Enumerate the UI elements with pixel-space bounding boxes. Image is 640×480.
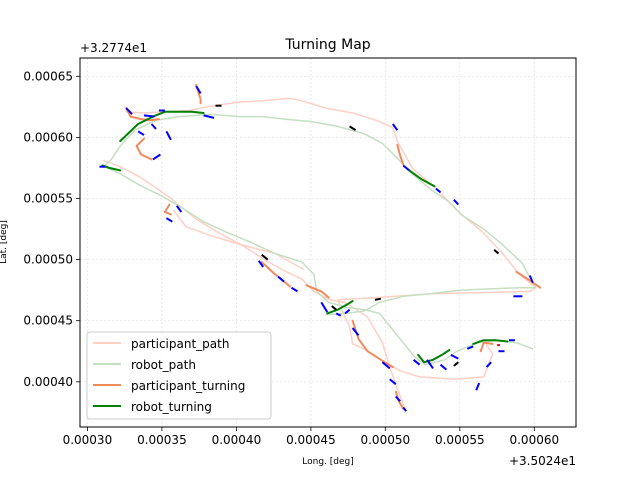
turn-marker xyxy=(395,395,401,402)
x-axis-ticks: 0.00030 0.00035 0.00040 0.00045 0.00050 0.000… xyxy=(63,427,559,447)
y-axis-label: Lat. [deg] xyxy=(0,220,9,264)
y-tick-label: 0.00045 xyxy=(23,314,73,328)
turn-marker xyxy=(453,199,460,206)
legend-items: participant_path robot_path participant_tu… xyxy=(93,337,245,414)
series-robot-path-line xyxy=(103,113,537,316)
turn-marker xyxy=(320,301,329,313)
turn-marker xyxy=(466,345,474,350)
turn-marker xyxy=(152,153,161,161)
turn-marker xyxy=(485,361,492,368)
y-tick-label: 0.00050 xyxy=(23,253,73,267)
axes-frame xyxy=(79,57,577,428)
x-tick-label: 0.00030 xyxy=(63,433,113,447)
turn-marker xyxy=(335,312,342,317)
legend-label: participant_path xyxy=(131,337,229,351)
turn-marker xyxy=(195,85,202,94)
series-participant-turning-line xyxy=(163,203,172,216)
y-tick-label: 0.00065 xyxy=(23,69,73,83)
y-offset-label: +3.2774e1 xyxy=(80,41,147,55)
legend-label: robot_turning xyxy=(131,400,212,414)
turn-marker xyxy=(137,130,145,136)
x-tick-label: 0.00050 xyxy=(360,433,410,447)
series-participant-turning-line xyxy=(125,107,160,122)
series-participant-turning-line xyxy=(305,284,330,299)
turn-marker xyxy=(439,363,448,371)
series-participant-turning-line xyxy=(515,270,542,289)
x-tick-label: 0.00040 xyxy=(212,433,262,447)
turn-marker xyxy=(165,130,172,141)
turn-marker xyxy=(349,125,357,131)
series-participant-turning-line xyxy=(396,143,405,166)
turn-marker xyxy=(453,361,459,367)
turn-marker xyxy=(143,114,155,118)
turn-marker xyxy=(374,297,382,301)
x-tick-label: 0.00055 xyxy=(435,433,485,447)
x-offset-label: +3.5024e1 xyxy=(509,454,576,468)
turn-marker xyxy=(435,187,442,194)
turn-marker xyxy=(261,253,269,261)
legend-box xyxy=(86,331,272,420)
legend: participant_path robot_path participant_tu… xyxy=(86,331,272,420)
turn-marker xyxy=(351,327,360,337)
series-participant-turning-line xyxy=(479,341,494,353)
legend-label: robot_path xyxy=(131,358,196,372)
y-axis-ticks: 0.00040 0.00045 0.00050 0.00055 0.00060 0.000… xyxy=(23,69,80,389)
turn-marker xyxy=(381,361,391,370)
grid-lines xyxy=(80,58,576,427)
turn-marker xyxy=(412,359,421,366)
turn-markers xyxy=(99,85,534,412)
turn-marker xyxy=(277,275,285,283)
turn-marker xyxy=(165,217,173,223)
turn-marker xyxy=(402,406,407,412)
y-tick-label: 0.00060 xyxy=(23,130,73,144)
chart-title: Turning Map xyxy=(284,37,370,53)
series-participant-turning-line xyxy=(394,390,405,410)
turn-marker xyxy=(528,275,534,284)
turn-marker xyxy=(257,260,265,268)
series-participant-turning-line xyxy=(135,137,153,161)
turn-marker xyxy=(475,382,481,391)
y-tick-label: 0.00040 xyxy=(23,375,73,389)
turn-marker xyxy=(450,354,459,360)
turn-marker xyxy=(402,164,410,172)
series-robot-turning-line xyxy=(417,349,451,364)
turn-marker xyxy=(391,123,399,131)
turn-marker xyxy=(389,378,397,385)
x-tick-label: 0.00045 xyxy=(286,433,336,447)
x-axis-label: Long. [deg] xyxy=(302,457,354,467)
turn-marker xyxy=(426,359,434,369)
series-robot-turning-line xyxy=(326,300,354,315)
series-robot-path-b-line xyxy=(103,165,534,366)
series-robot-turning-line xyxy=(472,339,509,345)
series-robot-turning-line xyxy=(406,168,436,188)
turn-marker xyxy=(175,205,183,213)
x-tick-label: 0.00035 xyxy=(137,433,187,447)
x-tick-label: 0.00060 xyxy=(509,433,559,447)
turn-marker xyxy=(125,107,133,115)
turn-marker xyxy=(331,305,337,311)
turn-marker xyxy=(344,308,351,315)
turn-marker xyxy=(150,123,157,130)
turn-marker xyxy=(290,286,299,293)
turn-marker xyxy=(493,249,500,255)
legend-label: participant_turning xyxy=(131,379,245,393)
y-tick-label: 0.00055 xyxy=(23,192,73,206)
turn-marker xyxy=(203,114,215,119)
series-robot-turning-line xyxy=(119,110,205,143)
